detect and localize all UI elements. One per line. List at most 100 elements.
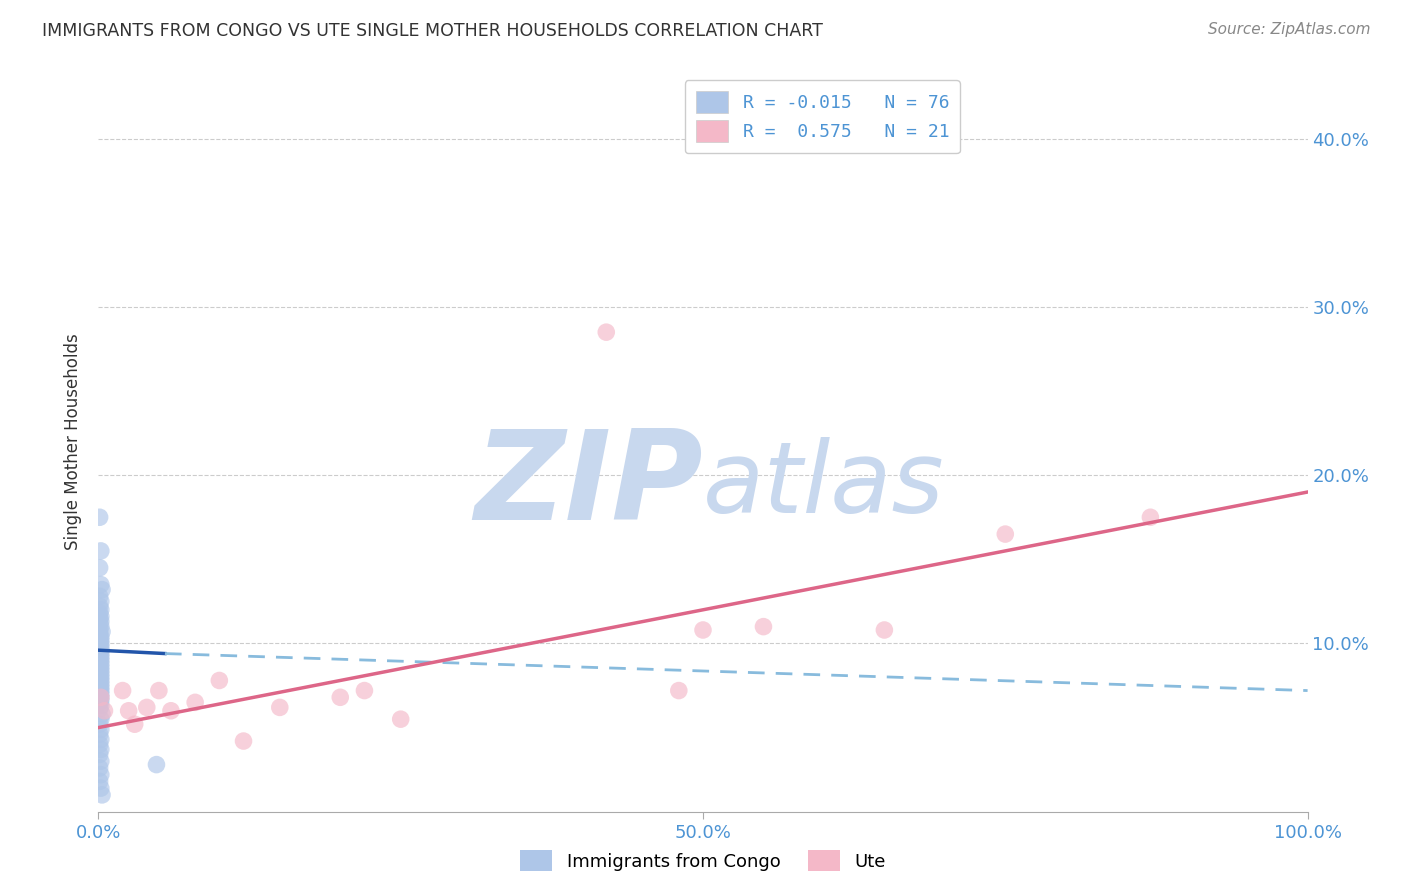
Point xyxy=(89,668,111,682)
Point xyxy=(91,624,114,639)
Point xyxy=(184,695,207,709)
Y-axis label: Single Mother Households: Single Mother Households xyxy=(65,334,83,549)
Point xyxy=(118,704,141,718)
Point xyxy=(89,599,111,614)
Point xyxy=(90,647,112,661)
Point xyxy=(232,734,254,748)
Point xyxy=(90,687,112,701)
Point xyxy=(1139,510,1161,524)
Text: atlas: atlas xyxy=(703,437,945,534)
Point xyxy=(89,510,111,524)
Point xyxy=(90,615,112,629)
Point xyxy=(668,683,690,698)
Point xyxy=(89,727,111,741)
Point xyxy=(89,651,111,665)
Point xyxy=(595,325,617,339)
Point xyxy=(89,717,111,731)
Point xyxy=(89,590,111,604)
Point xyxy=(89,665,111,679)
Point xyxy=(90,690,112,705)
Point xyxy=(692,623,714,637)
Point xyxy=(89,655,111,669)
Point xyxy=(89,634,111,648)
Point xyxy=(90,670,112,684)
Point xyxy=(90,742,112,756)
Point xyxy=(89,645,111,659)
Point xyxy=(208,673,231,688)
Point xyxy=(90,680,112,694)
Point xyxy=(90,619,112,633)
Point xyxy=(873,623,896,637)
Point xyxy=(89,623,111,637)
Point xyxy=(89,747,111,762)
Point xyxy=(148,683,170,698)
Point xyxy=(90,633,112,648)
Point xyxy=(89,675,111,690)
Point xyxy=(90,657,112,671)
Point xyxy=(145,757,167,772)
Point xyxy=(89,738,111,752)
Point xyxy=(89,560,111,574)
Text: ZIP: ZIP xyxy=(474,425,703,547)
Point xyxy=(89,616,111,631)
Point xyxy=(90,544,112,558)
Point xyxy=(269,700,291,714)
Point xyxy=(89,672,111,686)
Point xyxy=(89,658,111,673)
Point xyxy=(90,683,112,698)
Point xyxy=(89,774,111,789)
Point xyxy=(90,640,112,654)
Point xyxy=(89,626,111,640)
Legend: R = -0.015   N = 76, R =  0.575   N = 21: R = -0.015 N = 76, R = 0.575 N = 21 xyxy=(685,80,960,153)
Point xyxy=(89,662,111,676)
Point xyxy=(90,767,112,781)
Point xyxy=(90,723,112,737)
Point xyxy=(90,698,112,713)
Legend: Immigrants from Congo, Ute: Immigrants from Congo, Ute xyxy=(513,843,893,879)
Point xyxy=(124,717,146,731)
Point xyxy=(89,689,111,703)
Point xyxy=(91,788,114,802)
Point xyxy=(89,648,111,663)
Point xyxy=(90,712,112,726)
Point xyxy=(111,683,134,698)
Point xyxy=(89,611,111,625)
Point xyxy=(329,690,352,705)
Point xyxy=(389,712,412,726)
Point xyxy=(91,582,114,597)
Point xyxy=(994,527,1017,541)
Point xyxy=(89,679,111,693)
Point xyxy=(90,649,112,664)
Point xyxy=(89,692,111,706)
Point xyxy=(90,609,112,624)
Point xyxy=(90,660,112,674)
Point xyxy=(90,664,112,678)
Point xyxy=(90,577,112,591)
Text: IMMIGRANTS FROM CONGO VS UTE SINGLE MOTHER HOUSEHOLDS CORRELATION CHART: IMMIGRANTS FROM CONGO VS UTE SINGLE MOTH… xyxy=(42,22,823,40)
Point xyxy=(89,632,111,646)
Point xyxy=(90,643,112,657)
Point xyxy=(90,666,112,681)
Point xyxy=(90,732,112,747)
Point xyxy=(93,704,115,718)
Point xyxy=(91,707,114,722)
Point xyxy=(160,704,183,718)
Point xyxy=(90,636,112,650)
Text: Source: ZipAtlas.com: Source: ZipAtlas.com xyxy=(1208,22,1371,37)
Point xyxy=(135,700,157,714)
Point xyxy=(752,619,775,633)
Point xyxy=(90,694,112,708)
Point xyxy=(90,653,112,667)
Point xyxy=(89,638,111,652)
Point xyxy=(90,781,112,796)
Point xyxy=(90,677,112,691)
Point xyxy=(90,690,112,705)
Point xyxy=(89,702,111,716)
Point xyxy=(90,603,112,617)
Point xyxy=(89,641,111,656)
Point xyxy=(90,673,112,688)
Point xyxy=(89,606,111,620)
Point xyxy=(89,761,111,775)
Point xyxy=(90,754,112,768)
Point xyxy=(90,594,112,608)
